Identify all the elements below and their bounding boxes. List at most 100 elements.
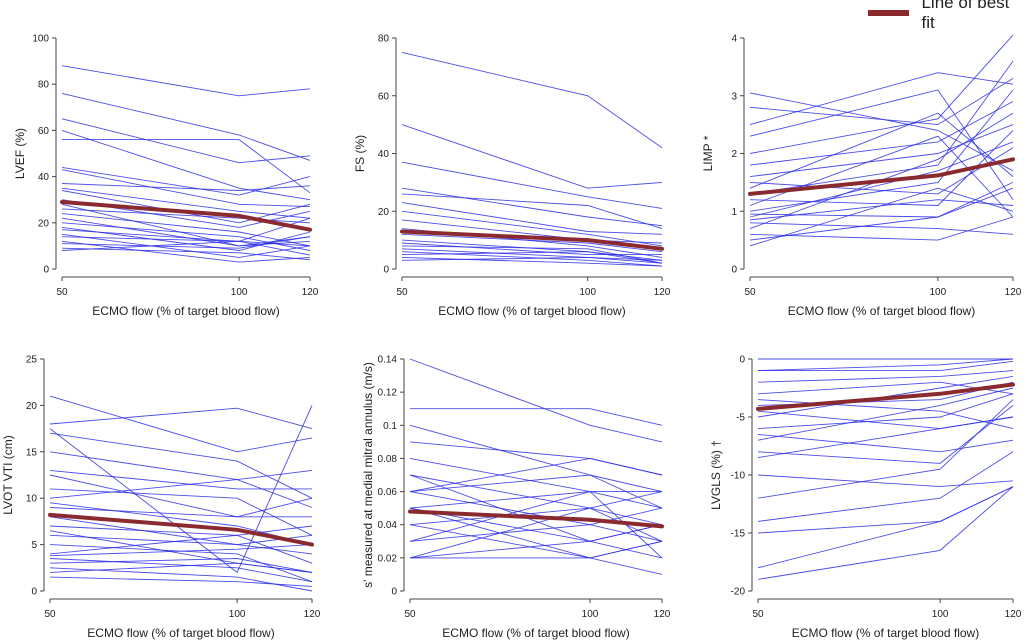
x-tick-label: 100 — [932, 609, 949, 620]
y-tick-label: 0 — [731, 265, 737, 276]
subject-line — [749, 89, 1014, 200]
subject-line — [757, 393, 1014, 430]
subject-line — [749, 141, 1014, 218]
best-fit-line — [408, 509, 664, 529]
x-tick-label: 100 — [229, 609, 246, 620]
subject-line — [49, 562, 313, 573]
y-tick-label: 5 — [31, 540, 37, 551]
subject-line — [757, 474, 1014, 488]
subject-line — [61, 213, 311, 247]
subject-line — [61, 222, 311, 251]
subject-line — [749, 92, 1014, 172]
subject-line — [749, 147, 1014, 195]
subject-line — [49, 534, 313, 564]
chart-panel-3: 0 1 2 3 4 50 100 120 ECMO flow (% of target bloo… — [701, 34, 1022, 319]
legend-label: Line of best fit — [921, 0, 1010, 32]
subject-line — [757, 370, 1014, 383]
best-fit-line — [400, 229, 664, 251]
y-tick-label: -10 — [731, 471, 746, 482]
y-tick-label: 20 — [38, 218, 50, 229]
y-tick-label: 1 — [731, 207, 737, 218]
subject-line — [61, 187, 311, 219]
x-axis-label: ECMO flow (% of target blood flow) — [92, 304, 279, 318]
subject-line — [401, 161, 663, 209]
subject-line — [401, 233, 663, 253]
y-axis-label: LVGLS (%) † — [709, 440, 723, 510]
x-tick-label: 120 — [1005, 287, 1022, 298]
x-axis-label: ECMO flow (% of target blood flow) — [438, 304, 625, 318]
subject-line — [61, 92, 311, 161]
y-tick-label: 3 — [731, 91, 737, 102]
subject-line — [749, 187, 1014, 247]
subject-line — [61, 129, 311, 201]
subject-line — [757, 486, 1014, 580]
y-tick-label: 0.14 — [378, 355, 398, 366]
subject-line — [401, 124, 663, 189]
subject-line — [749, 222, 1014, 235]
subject-line — [49, 474, 313, 518]
subject-line — [61, 166, 311, 196]
y-tick-label: 40 — [38, 172, 50, 183]
subject-line — [61, 199, 311, 228]
x-tick-label: 100 — [579, 287, 596, 298]
subject-line — [757, 405, 1014, 464]
subject-line — [749, 60, 1014, 195]
x-tick-label: 120 — [304, 609, 321, 620]
y-tick-label: 2 — [731, 149, 737, 160]
y-tick-label: 0 — [739, 355, 745, 366]
x-axis-label: ECMO flow (% of target blood flow) — [788, 304, 975, 318]
subject-line — [757, 375, 1014, 418]
subject-line — [61, 247, 311, 261]
subject-line — [749, 112, 1014, 230]
subject-line — [61, 233, 311, 258]
subject-line — [401, 251, 663, 267]
y-axis-label: s' measured at medial mitral annulus (m/… — [361, 362, 375, 588]
subject-line — [757, 387, 1014, 441]
x-tick-label: 50 — [752, 609, 764, 620]
x-tick-label: 120 — [302, 287, 319, 298]
subject-line — [749, 72, 1014, 126]
y-tick-label: 0 — [43, 265, 49, 276]
subject-line — [49, 576, 313, 587]
subject-line — [49, 507, 312, 518]
subject-line — [757, 451, 1014, 522]
y-tick-label: 0.02 — [378, 553, 398, 564]
subject-line — [61, 65, 311, 97]
y-tick-label: -15 — [731, 529, 746, 540]
subject-line — [49, 567, 313, 592]
subject-line — [49, 395, 313, 453]
subject-line — [749, 199, 1014, 221]
y-tick-label: 60 — [38, 126, 50, 137]
y-tick-label: 15 — [26, 447, 38, 458]
subject-line — [49, 407, 313, 430]
chart-panel-1: 0 20 40 60 80 100 50 100 120 ECMO flow (% of targ… — [13, 34, 319, 319]
y-tick-label: 0.04 — [378, 520, 398, 531]
subject-line — [49, 525, 313, 536]
subject-line — [401, 193, 663, 230]
subject-line — [757, 381, 1014, 395]
subject-line — [758, 360, 1014, 372]
subject-line — [409, 474, 663, 493]
subject-line — [757, 416, 1014, 459]
subject-line — [49, 451, 313, 481]
subject-line — [401, 256, 663, 264]
y-tick-label: 0.12 — [378, 388, 398, 399]
subject-line — [410, 408, 663, 426]
subject-line — [49, 469, 312, 490]
subject-line — [61, 183, 311, 191]
subject-line — [409, 507, 663, 542]
subject-line — [749, 78, 1014, 126]
best-fit-legend-swatch — [868, 10, 910, 16]
subject-line — [401, 187, 663, 227]
chart-panel-4: 0 5 10 15 20 25 50 100 120 ECMO flow (% of target… — [1, 355, 321, 641]
y-tick-label: -20 — [731, 587, 746, 598]
y-tick-label: 40 — [378, 149, 390, 160]
y-axis-label: LVEF (%) — [13, 128, 27, 179]
subject-line — [749, 34, 1014, 154]
subject-line — [401, 245, 663, 264]
x-tick-label: 50 — [396, 287, 408, 298]
subject-line — [409, 507, 663, 559]
y-tick-label: 0.08 — [378, 454, 398, 465]
y-tick-label: 0.06 — [378, 487, 398, 498]
